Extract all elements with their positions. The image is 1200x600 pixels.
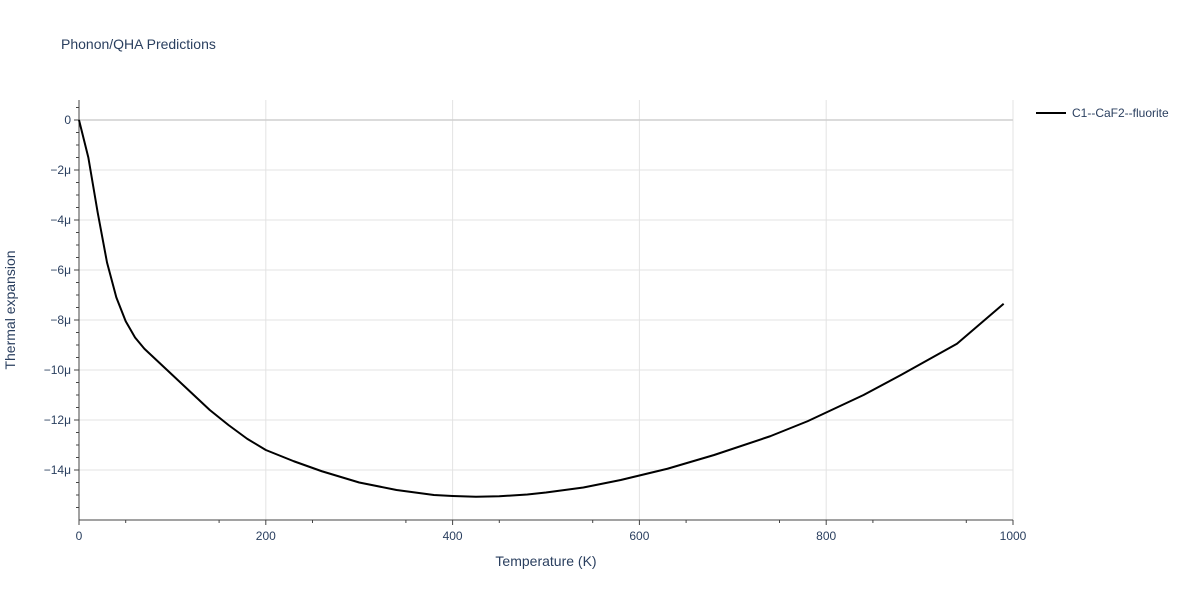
x-tick-label: 800 [816, 529, 836, 543]
legend[interactable]: C1--CaF2--fluorite [1036, 106, 1169, 120]
series-line [78, 119, 1005, 498]
y-tick-label: −2μ [50, 163, 71, 177]
x-tick-label: 1000 [1000, 529, 1027, 543]
grid-lines [79, 100, 1014, 520]
x-tick-label: 600 [629, 529, 649, 543]
x-axis-label: Temperature (K) [495, 553, 597, 569]
y-tick-label: −8μ [50, 313, 71, 327]
legend-item-label[interactable]: C1--CaF2--fluorite [1072, 106, 1169, 120]
y-tick-label: −14μ [44, 463, 71, 477]
y-tick-label: 0 [64, 113, 71, 127]
x-tick-label: 400 [443, 529, 463, 543]
legend-line-swatch [1036, 112, 1066, 114]
axes: 0 200 400 600 800 1000 0 −2μ −4μ −6μ −8μ −10μ −12μ −1… [44, 100, 1027, 543]
y-axis-label: Thermal expansion [2, 250, 18, 370]
series-layer [78, 119, 1005, 498]
x-tick-label: 0 [76, 529, 83, 543]
y-tick-label: −4μ [50, 213, 71, 227]
y-tick-label: −10μ [44, 363, 71, 377]
y-tick-label: −6μ [50, 263, 71, 277]
chart-title: Phonon/QHA Predictions [61, 36, 216, 52]
x-tick-label: 200 [256, 529, 276, 543]
y-tick-label: −12μ [44, 413, 71, 427]
